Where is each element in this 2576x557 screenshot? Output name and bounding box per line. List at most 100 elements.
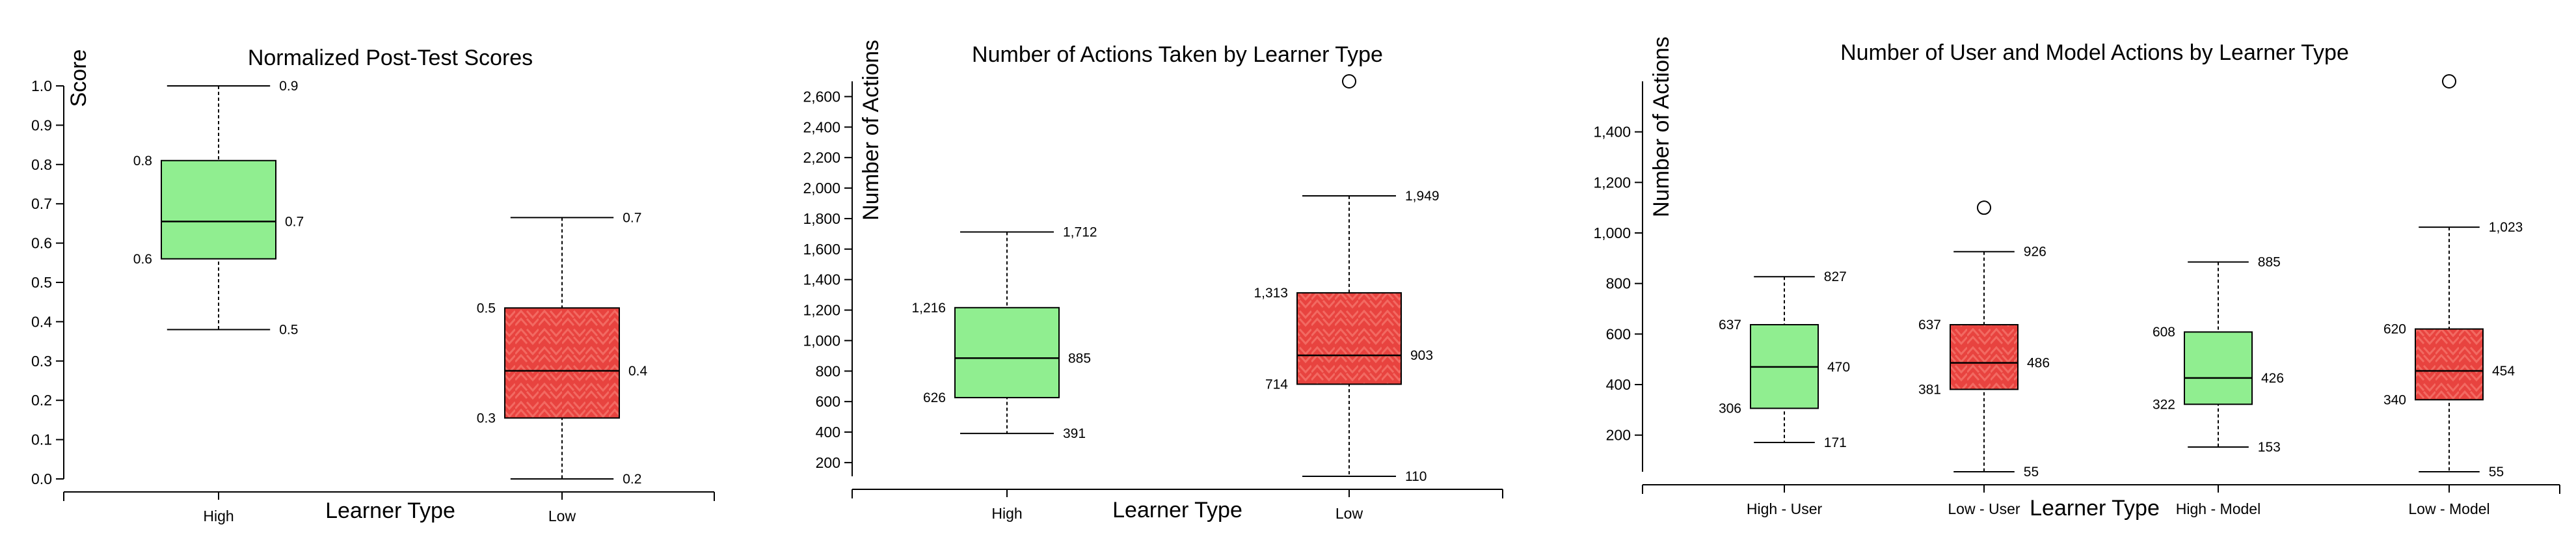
chart-title: Normalized Post-Test Scores [248, 46, 533, 70]
stat-label: 1,949 [1405, 189, 1440, 204]
outlier-point [1977, 200, 1991, 215]
y-tick-label: 800 [1606, 275, 1631, 292]
stat-label: 926 [2024, 245, 2046, 260]
y-tick-label: 1,000 [803, 332, 840, 349]
y-tick-label: 1,200 [803, 302, 840, 319]
chart-title: Number of Actions Taken by Learner Type [972, 42, 1383, 67]
x-tick-label: Low [548, 508, 576, 524]
stat-label: 486 [2027, 356, 2050, 371]
stat-label: 1,313 [1254, 286, 1288, 301]
y-axis-label: Number of Actions [1649, 36, 1674, 217]
x-tick-label: High [203, 508, 234, 524]
y-tick-label: 200 [816, 454, 840, 471]
box-high: 1,712 391 885 1,216 626 [911, 225, 1097, 442]
box-high: 0.9 0.5 0.7 0.8 0.6 [133, 79, 304, 337]
stat-label: 903 [1410, 348, 1433, 363]
stat-label: 426 [2261, 371, 2284, 386]
box-high-user: 827 171 470 637 306 [1719, 269, 1850, 450]
stat-label: 626 [923, 390, 946, 405]
chart-title: Number of User and Model Actions by Lear… [1840, 40, 2349, 65]
axes: 0.0 0.1 0.2 0.3 0.4 0.5 0.6 0.7 0.8 0.9 1.0 High Low [31, 77, 715, 524]
axes: 200 400 600 800 1,000 1,200 1,400 High - User Lo… [1593, 81, 2560, 517]
box-plots: 0.9 0.5 0.7 0.8 0.6 0.7 0.2 0.4 0.5 0.3 [133, 79, 648, 487]
y-tick-label: 0.3 [31, 353, 52, 370]
stat-label: 0.7 [623, 210, 641, 225]
y-tick-label: 600 [816, 393, 840, 410]
y-axis-label: Number of Actions [859, 40, 883, 221]
stat-label: 110 [1405, 469, 1427, 484]
box-low: 1,949 110 903 1,313 714 [1254, 74, 1440, 484]
iqr-box [2184, 331, 2253, 405]
stat-label: 1,023 [2489, 220, 2523, 235]
chart-panel-user-model-actions: Number of User and Model Actions by Lear… [1593, 36, 2560, 521]
stat-label: 885 [2258, 255, 2281, 270]
stat-label: 608 [2153, 325, 2175, 340]
y-tick-label: 1,200 [1593, 174, 1631, 191]
stat-label: 0.8 [133, 154, 152, 169]
stat-label: 0.5 [279, 322, 298, 337]
stat-label: 381 [1918, 382, 1941, 397]
iqr-box [954, 306, 1060, 399]
y-tick-label: 2,600 [803, 88, 840, 105]
stat-label: 885 [1068, 351, 1091, 366]
y-tick-label: 400 [1606, 376, 1631, 393]
iqr-box [2415, 328, 2484, 401]
stat-label: 0.9 [279, 79, 298, 94]
outlier-point [2442, 74, 2456, 88]
stat-label: 827 [1824, 269, 1847, 284]
y-tick-label: 0.9 [31, 116, 52, 133]
stat-label: 322 [2153, 397, 2175, 412]
y-tick-label: 0.0 [31, 470, 52, 487]
axes: 200 400 600 800 1,000 1,200 1,400 1,600 1,800 2,0… [803, 81, 1503, 522]
y-tick-label: 1,400 [803, 271, 840, 288]
stat-label: 620 [2383, 322, 2406, 337]
y-tick-label: 2,400 [803, 118, 840, 135]
x-tick-label: High [991, 505, 1022, 522]
y-tick-label: 0.6 [31, 235, 52, 252]
y-tick-label: 0.8 [31, 156, 52, 173]
y-tick-label: 0.7 [31, 195, 52, 212]
stat-label: 1,712 [1063, 225, 1097, 240]
y-tick-label: 800 [816, 362, 840, 379]
stat-label: 55 [2489, 465, 2504, 480]
stat-label: 0.3 [477, 411, 496, 426]
stat-label: 454 [2492, 364, 2515, 379]
box-high-model: 885 153 426 608 322 [2153, 255, 2284, 455]
stat-label: 55 [2024, 465, 2039, 480]
iqr-box [504, 307, 620, 419]
stat-label: 391 [1063, 426, 1086, 441]
y-tick-label: 1,600 [803, 241, 840, 258]
x-axis-label: Learner Type [1112, 498, 1242, 523]
y-tick-label: 0.1 [31, 431, 52, 448]
x-tick-label: Low - Model [2408, 500, 2489, 517]
box-low-user: 926 55 486 637 381 [1918, 200, 2050, 480]
stat-label: 153 [2258, 440, 2281, 455]
x-tick-label: Low [1335, 505, 1363, 522]
stat-label: 0.4 [628, 364, 648, 379]
iqr-box [1296, 292, 1402, 385]
iqr-box [1950, 323, 2019, 390]
stat-label: 470 [1827, 360, 1850, 375]
box-plots: 827 171 470 637 306 926 55 486 637 381 885 153 426 60… [1719, 74, 2523, 480]
y-tick-label: 1,400 [1593, 124, 1631, 141]
chart-panel-actions: Number of Actions Taken by Learner Type … [803, 40, 1503, 523]
y-tick-label: 200 [1606, 427, 1631, 444]
stat-label: 171 [1824, 435, 1847, 450]
y-tick-label: 400 [816, 424, 840, 441]
stat-label: 1,216 [911, 301, 946, 316]
y-tick-label: 2,000 [803, 180, 840, 197]
stat-label: 637 [1918, 318, 1941, 333]
outlier-point [1342, 74, 1356, 88]
stat-label: 0.7 [285, 214, 304, 229]
y-axis-label: Score [66, 49, 91, 107]
x-tick-label: Low - User [1948, 500, 2020, 517]
stat-label: 637 [1719, 318, 1741, 333]
y-tick-label: 600 [1606, 325, 1631, 342]
stat-label: 714 [1265, 377, 1288, 392]
chart-panel-scores: Normalized Post-Test Scores Score Learne… [31, 46, 715, 524]
stat-label: 0.6 [133, 252, 152, 267]
stat-label: 340 [2383, 392, 2406, 407]
stat-label: 0.2 [623, 472, 641, 487]
box-low-model: 1,023 55 454 620 340 [2383, 74, 2523, 480]
